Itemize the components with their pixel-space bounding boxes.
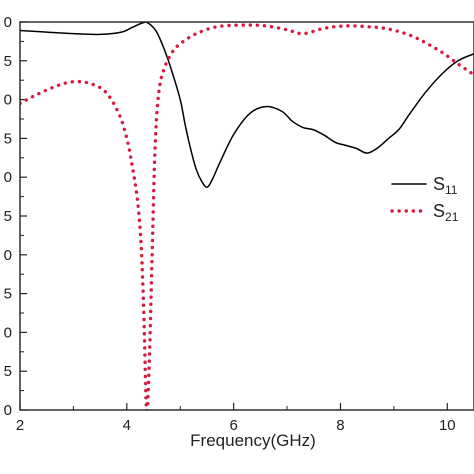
y-tick-label: 0 [4,14,12,31]
tick-labels: 2 4 6 8 10 0 5 0 5 0 5 0 5 0 5 0 [4,14,456,434]
series-line-s21 [20,23,474,410]
x-tick-label: 6 [229,417,237,434]
x-tick-label: 8 [336,417,344,434]
legend-subscript: 21 [445,210,459,224]
x-axis-label: Frequency(GHz) [190,431,316,450]
y-tick-label: 5 [4,130,12,147]
y-tick-label: 5 [4,208,12,225]
y-tick-label: 5 [4,53,12,70]
y-tick-label: 5 [4,363,12,380]
y-tick-label: 0 [4,402,12,419]
y-tick-label: 0 [4,169,12,186]
x-tick-label: 10 [439,417,456,434]
y-tick-label: 5 [4,286,12,303]
y-tick-label: 0 [4,324,12,341]
y-tick-label: 0 [4,92,12,109]
legend-subscript: 11 [445,183,458,197]
x-tick-label: 2 [16,417,24,434]
plot-frame [19,21,474,411]
x-tick-label: 4 [123,417,131,434]
y-tick-label: 0 [4,247,12,264]
